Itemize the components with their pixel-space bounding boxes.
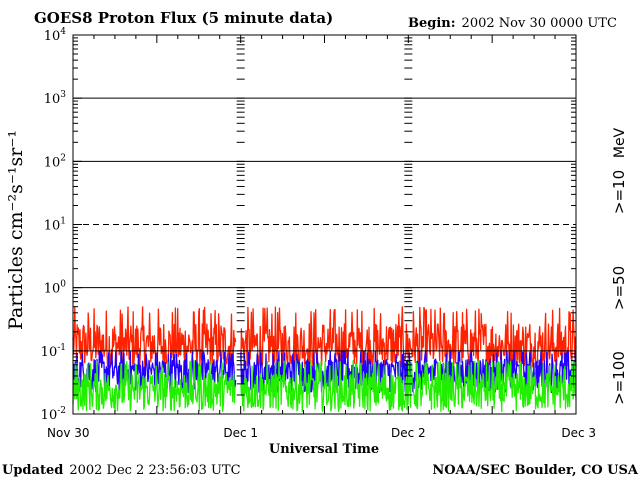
series-line->=100 — [72, 360, 236, 413]
x-tick-label: Dec 1 — [223, 426, 258, 440]
y-tick-label-1e2: 102 — [44, 153, 66, 170]
legend-ge100: >=100 — [610, 351, 628, 405]
y-axis-label: Particles cm⁻²s⁻¹sr⁻¹ — [5, 130, 27, 330]
x-axis-ticks: Nov 30 Dec 1 Dec 2 Dec 3 — [47, 35, 596, 440]
begin-readout: Begin: 2002 Nov 30 0000 UTC — [408, 16, 617, 31]
series-line->=100 — [240, 359, 577, 413]
begin-label: Begin: — [408, 16, 456, 31]
footer-source: NOAA/SEC Boulder, CO USA — [432, 463, 639, 478]
updated-value: 2002 Dec 2 23:56:03 UTC — [69, 463, 240, 478]
y-tick-label-1e-1: 10-1 — [41, 343, 66, 360]
x-tick-label: Dec 2 — [391, 426, 426, 440]
legend-ge50: >=50 — [610, 266, 628, 310]
legend-unit: MeV — [612, 127, 628, 158]
begin-value: 2002 Nov 30 0000 UTC — [462, 16, 617, 31]
legend: MeV >=10 >=50 >=100 — [610, 127, 628, 404]
x-tick-label: Nov 30 — [47, 426, 90, 440]
y-tick-label-1e4: 104 — [44, 27, 67, 44]
footer-updated: Updated 2002 Dec 2 23:56:03 UTC — [2, 463, 241, 478]
legend-ge10: >=10 — [610, 170, 628, 214]
x-tick-label: Dec 3 — [561, 426, 596, 440]
y-tick-label-1e0: 100 — [44, 280, 67, 297]
plot-grid — [73, 37, 576, 415]
series-line->=10 — [72, 306, 237, 368]
y-tick-label-1e-2: 10-2 — [41, 406, 66, 423]
y-tick-label-1e1: 101 — [44, 217, 66, 234]
updated-label: Updated — [2, 463, 63, 478]
series-line->=50 — [72, 350, 237, 394]
chart-title: GOES8 Proton Flux (5 minute data) — [34, 9, 333, 27]
y-axis-ticks: 10-2 10-1 100 101 102 103 104 — [41, 27, 576, 423]
plot-traces — [72, 306, 577, 413]
y-tick-label-1e3: 103 — [44, 90, 67, 107]
x-axis-label: Universal Time — [269, 442, 379, 457]
